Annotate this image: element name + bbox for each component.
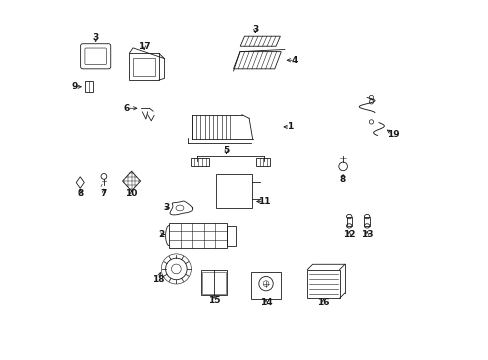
Text: 10: 10 bbox=[125, 189, 138, 198]
Text: 2: 2 bbox=[158, 230, 164, 239]
Text: 1: 1 bbox=[286, 122, 293, 131]
Bar bbox=[346, 217, 351, 226]
Text: 5: 5 bbox=[223, 146, 229, 155]
Text: 14: 14 bbox=[259, 298, 272, 307]
Text: 13: 13 bbox=[360, 230, 373, 239]
Text: 8: 8 bbox=[77, 189, 83, 198]
Text: 11: 11 bbox=[257, 197, 269, 206]
Text: 4: 4 bbox=[291, 56, 297, 65]
Bar bbox=[85, 81, 93, 93]
Text: 8: 8 bbox=[339, 175, 346, 184]
Bar bbox=[200, 270, 227, 296]
Text: 9: 9 bbox=[71, 82, 78, 91]
Text: 16: 16 bbox=[317, 298, 329, 307]
Text: 6: 6 bbox=[123, 104, 130, 113]
Bar bbox=[169, 223, 226, 248]
Text: 12: 12 bbox=[342, 230, 355, 239]
Bar bbox=[190, 158, 209, 166]
Bar bbox=[215, 174, 251, 208]
Text: 3: 3 bbox=[163, 203, 169, 212]
Bar bbox=[250, 272, 281, 299]
Text: 15: 15 bbox=[207, 296, 220, 305]
Bar bbox=[256, 158, 269, 166]
Text: 3: 3 bbox=[252, 24, 258, 33]
Bar bbox=[226, 226, 235, 246]
Text: 3: 3 bbox=[92, 33, 99, 42]
Text: 7: 7 bbox=[101, 189, 107, 198]
Text: 17: 17 bbox=[138, 42, 150, 51]
Bar bbox=[364, 217, 369, 226]
Bar bbox=[202, 272, 225, 294]
Bar bbox=[133, 58, 155, 76]
Text: 18: 18 bbox=[152, 275, 164, 284]
Text: 19: 19 bbox=[386, 130, 399, 139]
